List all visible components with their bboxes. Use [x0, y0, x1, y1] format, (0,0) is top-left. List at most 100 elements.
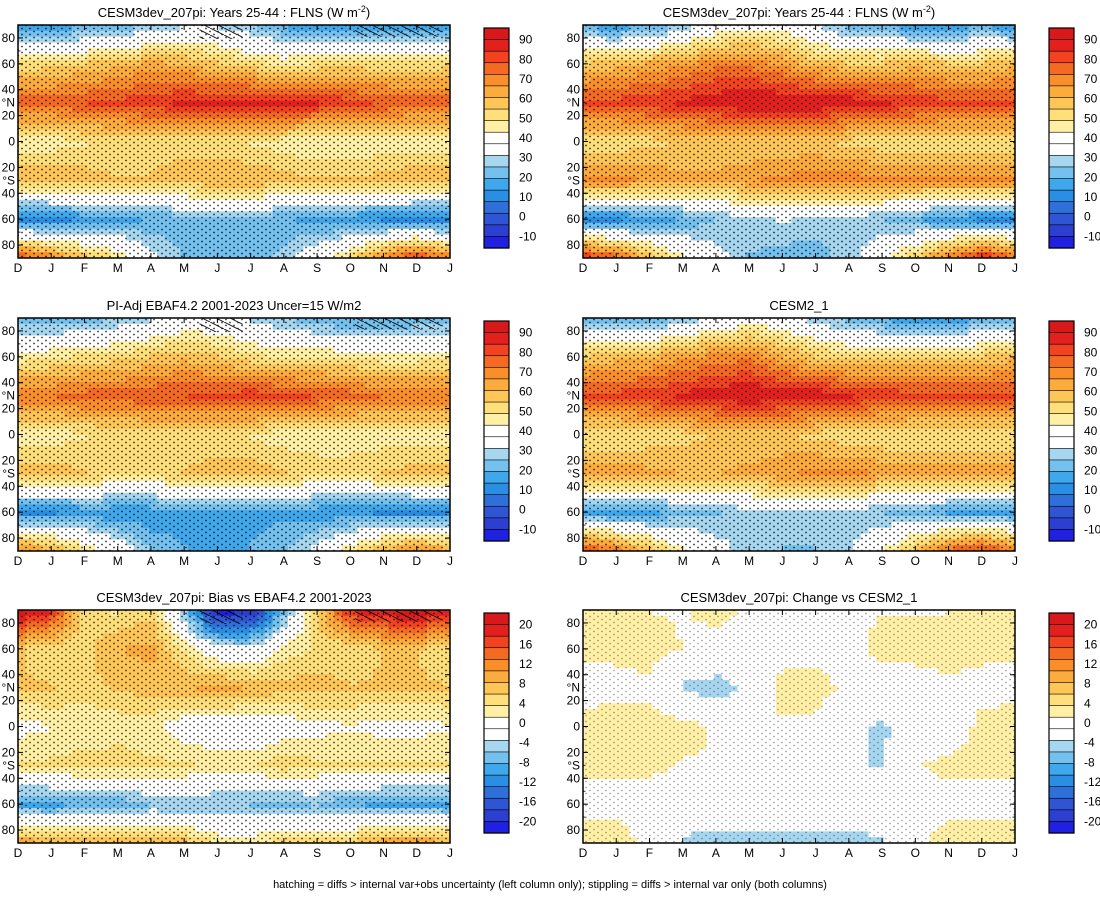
y-side-label: °N	[2, 96, 15, 110]
title-end: )	[931, 5, 935, 20]
x-tick-label: M	[113, 261, 123, 275]
colorbar-swatch	[484, 86, 509, 98]
y-tick-label: 60	[567, 57, 581, 71]
x-tick-label: J	[613, 261, 619, 275]
colorbar-swatch	[484, 63, 509, 75]
x-tick-label: D	[977, 261, 986, 275]
stippling-overlay	[583, 25, 1015, 258]
colorbar-swatch	[484, 74, 509, 86]
x-tick-label: D	[579, 261, 588, 275]
x-tick-label: M	[678, 261, 688, 275]
x-tick-label: M	[179, 261, 189, 275]
x-tick-label: A	[280, 261, 288, 275]
x-tick-label: D	[14, 261, 23, 275]
colorbar-swatch	[484, 155, 509, 167]
y-tick-label: 40	[567, 83, 581, 97]
colorbar-label: 0	[1084, 210, 1091, 224]
colorbar-swatch	[1049, 213, 1074, 225]
x-tick-label: O	[911, 261, 920, 275]
x-tick-label: D	[412, 261, 421, 275]
colorbar-label: 70	[1084, 72, 1098, 86]
colorbar-label: 90	[1084, 33, 1098, 47]
x-tick-label: J	[1012, 261, 1018, 275]
colorbar-label: 40	[1084, 131, 1098, 145]
colorbar-label: 60	[519, 92, 533, 106]
colorbar-swatch	[1049, 225, 1074, 237]
y-side-label: °S	[2, 173, 15, 187]
colorbar-label: 50	[519, 111, 533, 125]
panel-title: CESM3dev_207pi: Years 25-44 : FLNS (W m-…	[663, 4, 935, 20]
colorbar-swatch	[1049, 155, 1074, 167]
colorbar-swatch	[484, 97, 509, 109]
colorbar-swatch	[484, 109, 509, 121]
colorbar-label: 60	[1084, 92, 1098, 106]
y-tick-label: 40	[2, 83, 16, 97]
colorbar-swatch	[1049, 63, 1074, 75]
colorbar-swatch	[484, 190, 509, 202]
x-tick-label: S	[878, 261, 886, 275]
colorbar: 90 80 70 60 50 40 30 20 10 0 -10	[1049, 28, 1100, 248]
y-tick-label: 20	[2, 109, 16, 123]
x-tick-label: M	[744, 261, 754, 275]
panel-2: CESM3dev_207pi: Years 25-44 : FLNS (W m -…	[567, 4, 1100, 275]
colorbar-swatch	[1049, 28, 1074, 40]
x-tick-label: S	[313, 261, 321, 275]
y-tick-label: 40	[567, 186, 581, 200]
title-main: CESM3dev_207pi: Years 25-44 : FLNS (W m	[98, 5, 358, 20]
title-main: CESM3dev_207pi: Years 25-44 : FLNS (W m	[663, 5, 923, 20]
panel-title: PI-Adj EBAF4.2 2001-2023 Uncer=15 W/m2	[107, 298, 362, 313]
y-side-label: °N	[567, 96, 580, 110]
y-tick-label: 60	[2, 212, 16, 226]
colorbar-swatch	[484, 144, 509, 156]
colorbar-swatch	[484, 202, 509, 214]
x-tick-label: J	[248, 261, 254, 275]
colorbar-label: 30	[519, 151, 533, 165]
x-tick-label: F	[81, 261, 88, 275]
colorbar-swatch	[1049, 74, 1074, 86]
colorbar-label: 0	[519, 210, 526, 224]
colorbar-swatch	[1049, 86, 1074, 98]
colorbar-swatch	[484, 213, 509, 225]
hatching-overlay	[199, 25, 242, 39]
colorbar-swatch	[484, 51, 509, 63]
x-tick-label: N	[944, 261, 953, 275]
colorbar-swatch	[484, 121, 509, 133]
panel-1: CESM3dev_207pi: Years 25-44 : FLNS (W m-…	[2, 4, 537, 275]
colorbar-label: 80	[1084, 52, 1098, 66]
colorbar-swatch	[1049, 132, 1074, 144]
colorbar-swatch	[484, 167, 509, 179]
colorbar-label: 80	[519, 52, 533, 66]
x-tick-label: J	[779, 261, 785, 275]
title-end: )	[366, 5, 370, 20]
title-superscript: -2	[358, 4, 366, 14]
colorbar-label: 90	[519, 33, 533, 47]
colorbar-label: 40	[519, 131, 533, 145]
colorbar-label: -10	[519, 229, 537, 243]
y-tick-label: 0	[8, 135, 15, 149]
colorbar-swatch	[1049, 236, 1074, 248]
colorbar-label: 20	[1084, 170, 1098, 184]
colorbar-label: -10	[1084, 229, 1100, 243]
y-tick-label: 60	[2, 57, 16, 71]
colorbar-label: 50	[1084, 111, 1098, 125]
colorbar-swatch	[484, 236, 509, 248]
x-tick-label: A	[845, 261, 853, 275]
colorbar-label: 20	[519, 170, 533, 184]
colorbar-label: 30	[1084, 151, 1098, 165]
panel-title: CESM3dev_207pi: Years 25-44 : FLNS (W m-…	[98, 4, 370, 20]
stippling-overlay	[18, 25, 450, 258]
x-tick-label: J	[214, 261, 220, 275]
colorbar-swatch	[1049, 121, 1074, 133]
colorbar-swatch	[484, 28, 509, 40]
colorbar-swatch	[1049, 51, 1074, 63]
colorbar-label: 10	[1084, 190, 1098, 204]
colorbar-swatch	[1049, 179, 1074, 191]
x-tick-label: F	[646, 261, 653, 275]
colorbar-swatch	[1049, 109, 1074, 121]
title-main: PI-Adj EBAF4.2 2001-2023 Uncer=15 W/m2	[107, 298, 362, 313]
y-tick-label: 20	[567, 109, 581, 123]
colorbar-swatch	[484, 132, 509, 144]
